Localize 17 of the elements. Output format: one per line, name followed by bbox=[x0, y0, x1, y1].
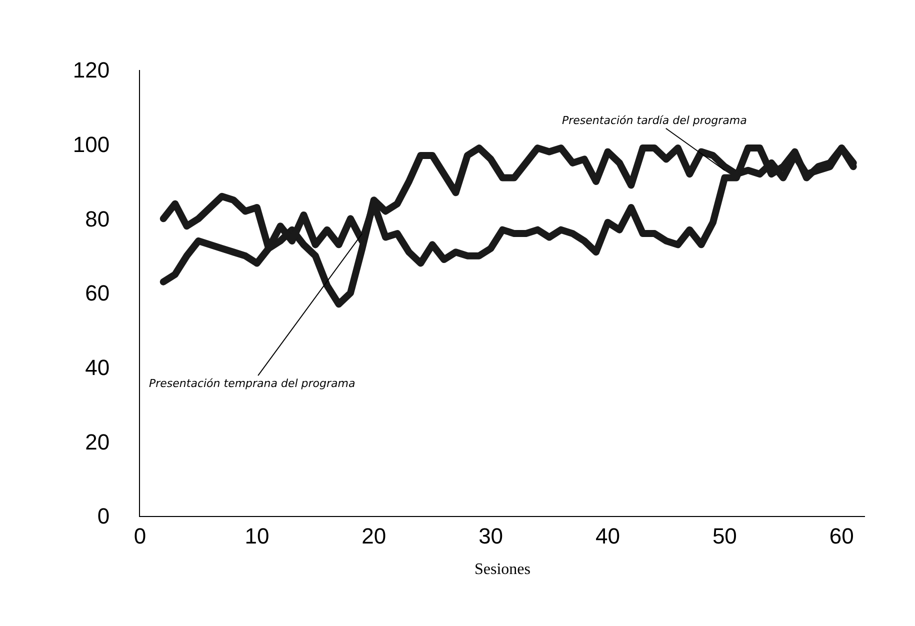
x-tick-label: 60 bbox=[829, 523, 854, 548]
x-tick-label: 20 bbox=[362, 523, 386, 548]
y-tick-label: 60 bbox=[85, 280, 110, 306]
annotation: Presentación tardía del programa bbox=[562, 114, 748, 127]
y-tick-label: 40 bbox=[85, 355, 110, 380]
x-tick-label: 0 bbox=[134, 523, 146, 548]
y-tick-label: 100 bbox=[72, 132, 110, 158]
y-tick-label: 20 bbox=[85, 429, 110, 454]
x-tick-label: 50 bbox=[712, 523, 737, 548]
x-tick-label: 40 bbox=[596, 523, 620, 548]
x-tick-label: 30 bbox=[478, 523, 504, 548]
y-tick-label: 80 bbox=[85, 206, 110, 232]
x-tick-label: 10 bbox=[244, 523, 270, 548]
annotation: Presentación temprana del programa bbox=[149, 377, 356, 390]
y-tick-label: 120 bbox=[72, 58, 110, 83]
x-axis-title: Sesiones bbox=[474, 561, 530, 578]
y-tick-label: 0 bbox=[97, 504, 110, 529]
